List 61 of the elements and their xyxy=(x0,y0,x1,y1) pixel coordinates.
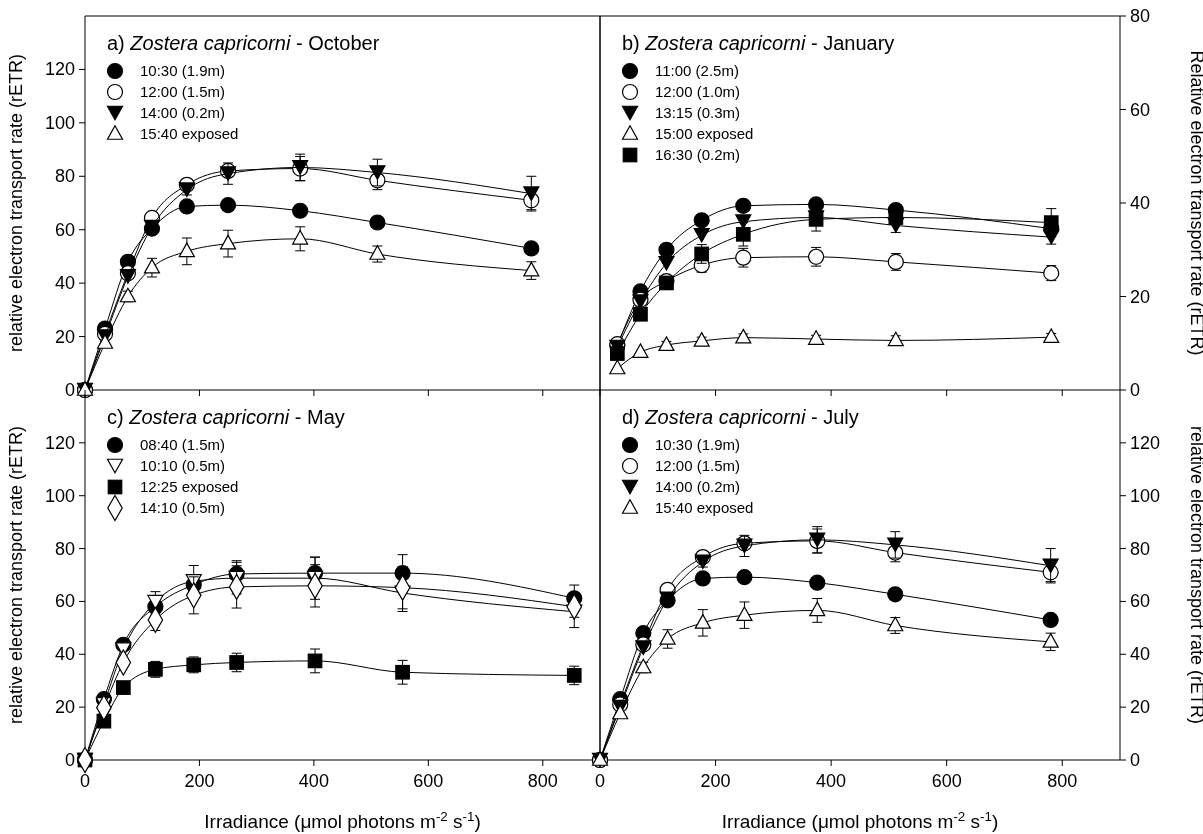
y-tick-label: 100 xyxy=(1130,485,1161,506)
legend-label: 15:40 exposed xyxy=(655,499,754,516)
legend-label: 08:40 (1.5m) xyxy=(140,436,226,453)
y-tick-label: 60 xyxy=(1130,591,1151,612)
x-tick-label: 0 xyxy=(79,771,91,791)
y-tick-label: 0 xyxy=(1130,380,1141,400)
y-tick-label: 40 xyxy=(1130,644,1151,665)
y-tick-label: 20 xyxy=(1130,286,1151,307)
y-tick-label: 100 xyxy=(44,485,75,506)
y-tick-label: 80 xyxy=(54,166,75,187)
legend-label: 12:00 (1.5m) xyxy=(140,83,226,100)
y-tick-label: 0 xyxy=(64,750,75,770)
text: b) Zostera capricorni - January xyxy=(622,32,895,54)
x-tick-label: 200 xyxy=(184,771,215,791)
x-tick-label: 0 xyxy=(594,771,606,791)
y-tick-label: 100 xyxy=(44,112,75,133)
legend-label: 12:25 exposed xyxy=(140,478,239,495)
y-tick-label: 40 xyxy=(54,644,75,665)
y-tick-label: 120 xyxy=(1130,432,1161,453)
y-tick-label: 120 xyxy=(44,59,75,80)
x-tick-label: 800 xyxy=(527,771,558,791)
y-tick-label: 40 xyxy=(54,273,75,294)
y-tick-label: 60 xyxy=(54,219,75,240)
y-tick-label: 80 xyxy=(1130,538,1151,559)
y-tick-label: 0 xyxy=(64,380,75,400)
legend-label: 14:00 (0.2m) xyxy=(140,104,226,121)
legend-label: 12:00 (1.5m) xyxy=(655,457,741,474)
legend-label: 14:10 (0.5m) xyxy=(140,499,226,516)
legend-label: 14:00 (0.2m) xyxy=(655,478,741,495)
x-tick-label: 600 xyxy=(931,771,962,791)
y-tick-label: 60 xyxy=(1130,99,1151,120)
y-tick-label: 80 xyxy=(54,538,75,559)
x-tick-label: 400 xyxy=(298,771,329,791)
y-tick-label: 20 xyxy=(1130,697,1151,718)
x-tick-label: 400 xyxy=(816,771,847,791)
x-tick-label: 600 xyxy=(413,771,444,791)
y-tick-label: 20 xyxy=(54,326,75,347)
y-axis-title: relative electron transport rate (rETR) xyxy=(6,425,26,725)
y-tick-label: 60 xyxy=(54,591,75,612)
legend-label: 16:30 (0.2m) xyxy=(655,146,741,163)
text: c) Zostera capricorni - May xyxy=(107,406,345,428)
legend-label: 13:15 (0.3m) xyxy=(655,104,741,121)
legend-label: 10:30 (1.9m) xyxy=(140,62,226,79)
text: a) Zostera capricorni - October xyxy=(107,32,380,54)
y-tick-label: 0 xyxy=(1130,750,1141,770)
y-tick-label: 80 xyxy=(1130,6,1151,26)
y-tick-label: 40 xyxy=(1130,193,1151,213)
legend-label: 15:40 exposed xyxy=(140,125,239,142)
text: d) Zostera capricorni - July xyxy=(622,406,859,428)
y-axis-title: relative electron transport rate (rETR) xyxy=(6,53,26,353)
x-axis-title: Irradiance (μmol photons m$^{-2}$ s$^{-1}$) xyxy=(204,808,481,832)
x-axis-title: Irradiance (μmol photons m$^{-2}$ s$^{-1}$) xyxy=(721,808,999,832)
x-tick-label: 200 xyxy=(700,771,731,791)
legend-label: 15:00 exposed xyxy=(655,125,754,142)
legend-label: 10:10 (0.5m) xyxy=(140,457,226,474)
legend-label: 11:00 (2.5m) xyxy=(655,62,739,79)
legend-label: 10:30 (1.9m) xyxy=(655,436,741,453)
x-tick-label: 800 xyxy=(1047,771,1078,791)
y-tick-label: 20 xyxy=(54,697,75,718)
legend-label: 12:00 (1.0m) xyxy=(655,83,741,100)
y-tick-label: 120 xyxy=(44,432,75,453)
